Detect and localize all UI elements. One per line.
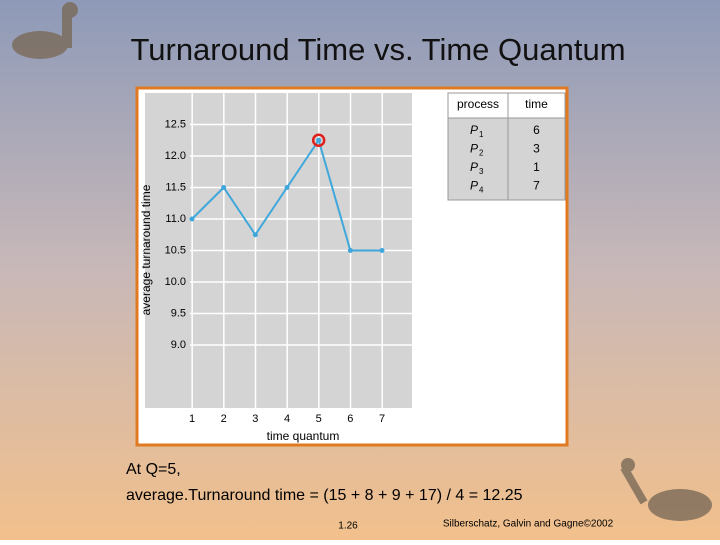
x-axis-label: time quantum [267, 429, 340, 443]
y-axis-label: average turnaround time [139, 184, 153, 315]
y-tick-label: 9.0 [171, 339, 186, 351]
point [252, 232, 258, 238]
note-line: average.Turnaround time = (15 + 8 + 9 + … [126, 487, 523, 504]
y-tick-label: 9.5 [171, 307, 186, 319]
burst-time: 6 [533, 123, 540, 137]
point [221, 185, 227, 190]
process-sub: 3 [479, 167, 484, 176]
point [347, 248, 353, 253]
process-sub: 4 [479, 186, 484, 195]
point [189, 216, 195, 222]
dinosaur-top [12, 2, 78, 59]
process-name: P [470, 179, 478, 193]
credit: Silberschatz, Galvin and Gagne©2002 [443, 519, 614, 530]
y-tick-label: 12.0 [165, 150, 186, 162]
y-tick-label: 10.5 [165, 244, 186, 256]
x-tick-label: 7 [379, 413, 385, 425]
table-body-bg [447, 117, 566, 201]
y-tick-label: 10.0 [165, 276, 186, 288]
process-sub: 1 [479, 130, 484, 139]
process-name: P [470, 142, 478, 156]
x-tick-label: 3 [252, 413, 258, 425]
process-name: P [470, 123, 478, 137]
point [316, 137, 322, 143]
process-sub: 2 [479, 149, 484, 158]
y-tick-label: 11.0 [165, 213, 186, 225]
process-name: P [470, 160, 478, 174]
x-tick-label: 6 [347, 413, 353, 425]
table-header: time [525, 97, 548, 111]
y-tick-label: 11.5 [165, 181, 186, 193]
slide-title: Turnaround Time vs. Time Quantum [130, 32, 625, 67]
point [379, 248, 385, 253]
table-header: process [457, 97, 499, 111]
note-line: At Q=5, [126, 461, 181, 478]
table-header-bg [447, 92, 566, 119]
burst-time: 3 [533, 142, 540, 156]
burst-time: 7 [533, 179, 540, 193]
x-tick-label: 1 [189, 413, 195, 425]
point [284, 185, 290, 190]
highlight-ring [311, 133, 326, 147]
burst-time: 1 [533, 160, 540, 174]
x-tick-label: 4 [284, 413, 290, 425]
page-number: 1.26 [338, 521, 358, 532]
dinosaur-bottom [620, 458, 712, 521]
y-tick-label: 12.5 [165, 118, 186, 130]
x-tick-label: 5 [316, 413, 322, 425]
x-tick-label: 2 [221, 413, 227, 425]
